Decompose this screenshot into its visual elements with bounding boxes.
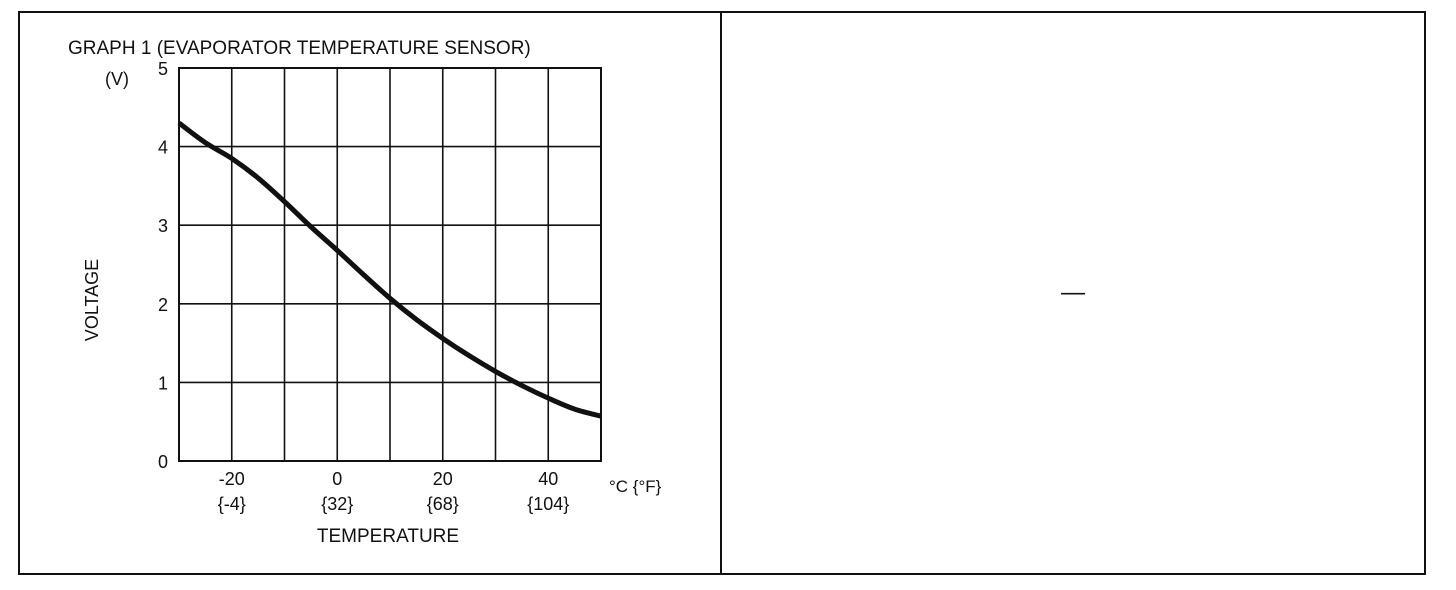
x-tick-sublabel: {104} — [527, 494, 569, 514]
chart-series — [177, 121, 602, 419]
x-tick-label: -20 — [219, 469, 245, 489]
x-tick-label: 20 — [433, 469, 453, 489]
x-tick-label: 0 — [332, 469, 342, 489]
x-tick-sublabel: {-4} — [218, 494, 246, 514]
x-unit-label: °C {°F} — [609, 477, 662, 496]
series-line — [177, 121, 602, 419]
y-unit-label: (V) — [105, 69, 129, 89]
y-tick-label: 4 — [158, 138, 168, 158]
plot-area-border — [178, 67, 602, 462]
chart-title: GRAPH 1 (EVAPORATOR TEMPERATURE SENSOR) — [68, 38, 531, 59]
y-tick-label: 0 — [158, 452, 168, 472]
evaporator-sensor-chart: GRAPH 1 (EVAPORATOR TEMPERATURE SENSOR) … — [68, 38, 662, 547]
y-axis-label: VOLTAGE — [82, 259, 102, 341]
y-tick-label: 3 — [158, 216, 168, 236]
chart-grid — [178, 67, 602, 462]
y-tick-label: 2 — [158, 295, 168, 315]
axis-ticks: 0 1 2 3 4 5 -20 {-4} 0 {32} 20 {68} 40 {104} — [158, 59, 569, 514]
x-tick-sublabel: {32} — [321, 494, 353, 514]
right-panel-value: — — [1061, 279, 1085, 306]
y-tick-label: 1 — [158, 373, 168, 393]
y-tick-label: 5 — [158, 59, 168, 79]
x-tick-label: 40 — [538, 469, 558, 489]
x-tick-sublabel: {68} — [427, 494, 459, 514]
x-axis-label: TEMPERATURE — [317, 526, 459, 547]
